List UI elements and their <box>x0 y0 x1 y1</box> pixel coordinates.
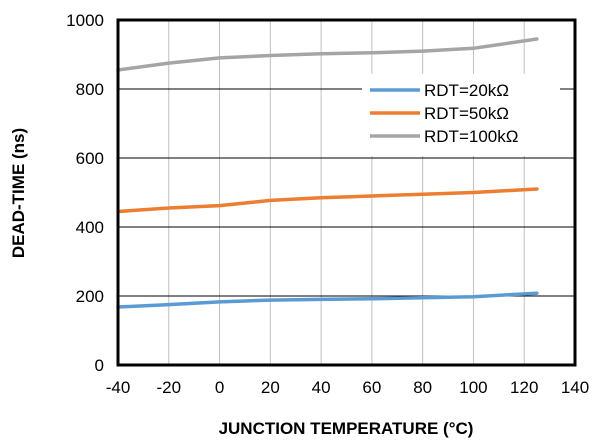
x-tick-label: 60 <box>362 378 381 397</box>
x-axis-title: JUNCTION TEMPERATURE (°C) <box>219 419 474 438</box>
grid-lines <box>118 20 575 365</box>
x-tick-label: 40 <box>312 378 331 397</box>
legend: RDT=20kΩ RDT=50kΩ RDT=100kΩ <box>362 74 560 156</box>
y-axis-title: DEAD-TIME (ns) <box>9 128 28 258</box>
x-tick-label: 120 <box>510 378 538 397</box>
legend-label: RDT=50kΩ <box>424 104 509 123</box>
x-tick-label: 20 <box>261 378 280 397</box>
y-tick-label: 600 <box>76 149 104 168</box>
y-tick-label: 400 <box>76 218 104 237</box>
y-tick-label: 200 <box>76 287 104 306</box>
series-line <box>116 187 539 214</box>
x-tick-label: -20 <box>156 378 181 397</box>
series-lines <box>116 37 539 309</box>
x-tick-label: 140 <box>561 378 589 397</box>
y-tick-label: 800 <box>76 80 104 99</box>
series-line <box>116 37 539 72</box>
legend-background <box>362 74 560 156</box>
legend-label: RDT=100kΩ <box>424 127 518 146</box>
plot-frame <box>116 18 577 367</box>
series-line <box>116 291 539 309</box>
x-tick-label: 0 <box>215 378 224 397</box>
x-tick-label: -40 <box>106 378 131 397</box>
y-tick-label: 0 <box>95 356 104 375</box>
x-tick-label: 100 <box>459 378 487 397</box>
legend-label: RDT=20kΩ <box>424 81 509 100</box>
y-tick-label: 1000 <box>66 11 104 30</box>
tick-labels: -40 -20 0 20 40 60 80 100 120 140 0 200 400 600 800 100… <box>66 11 589 397</box>
x-tick-label: 80 <box>413 378 432 397</box>
